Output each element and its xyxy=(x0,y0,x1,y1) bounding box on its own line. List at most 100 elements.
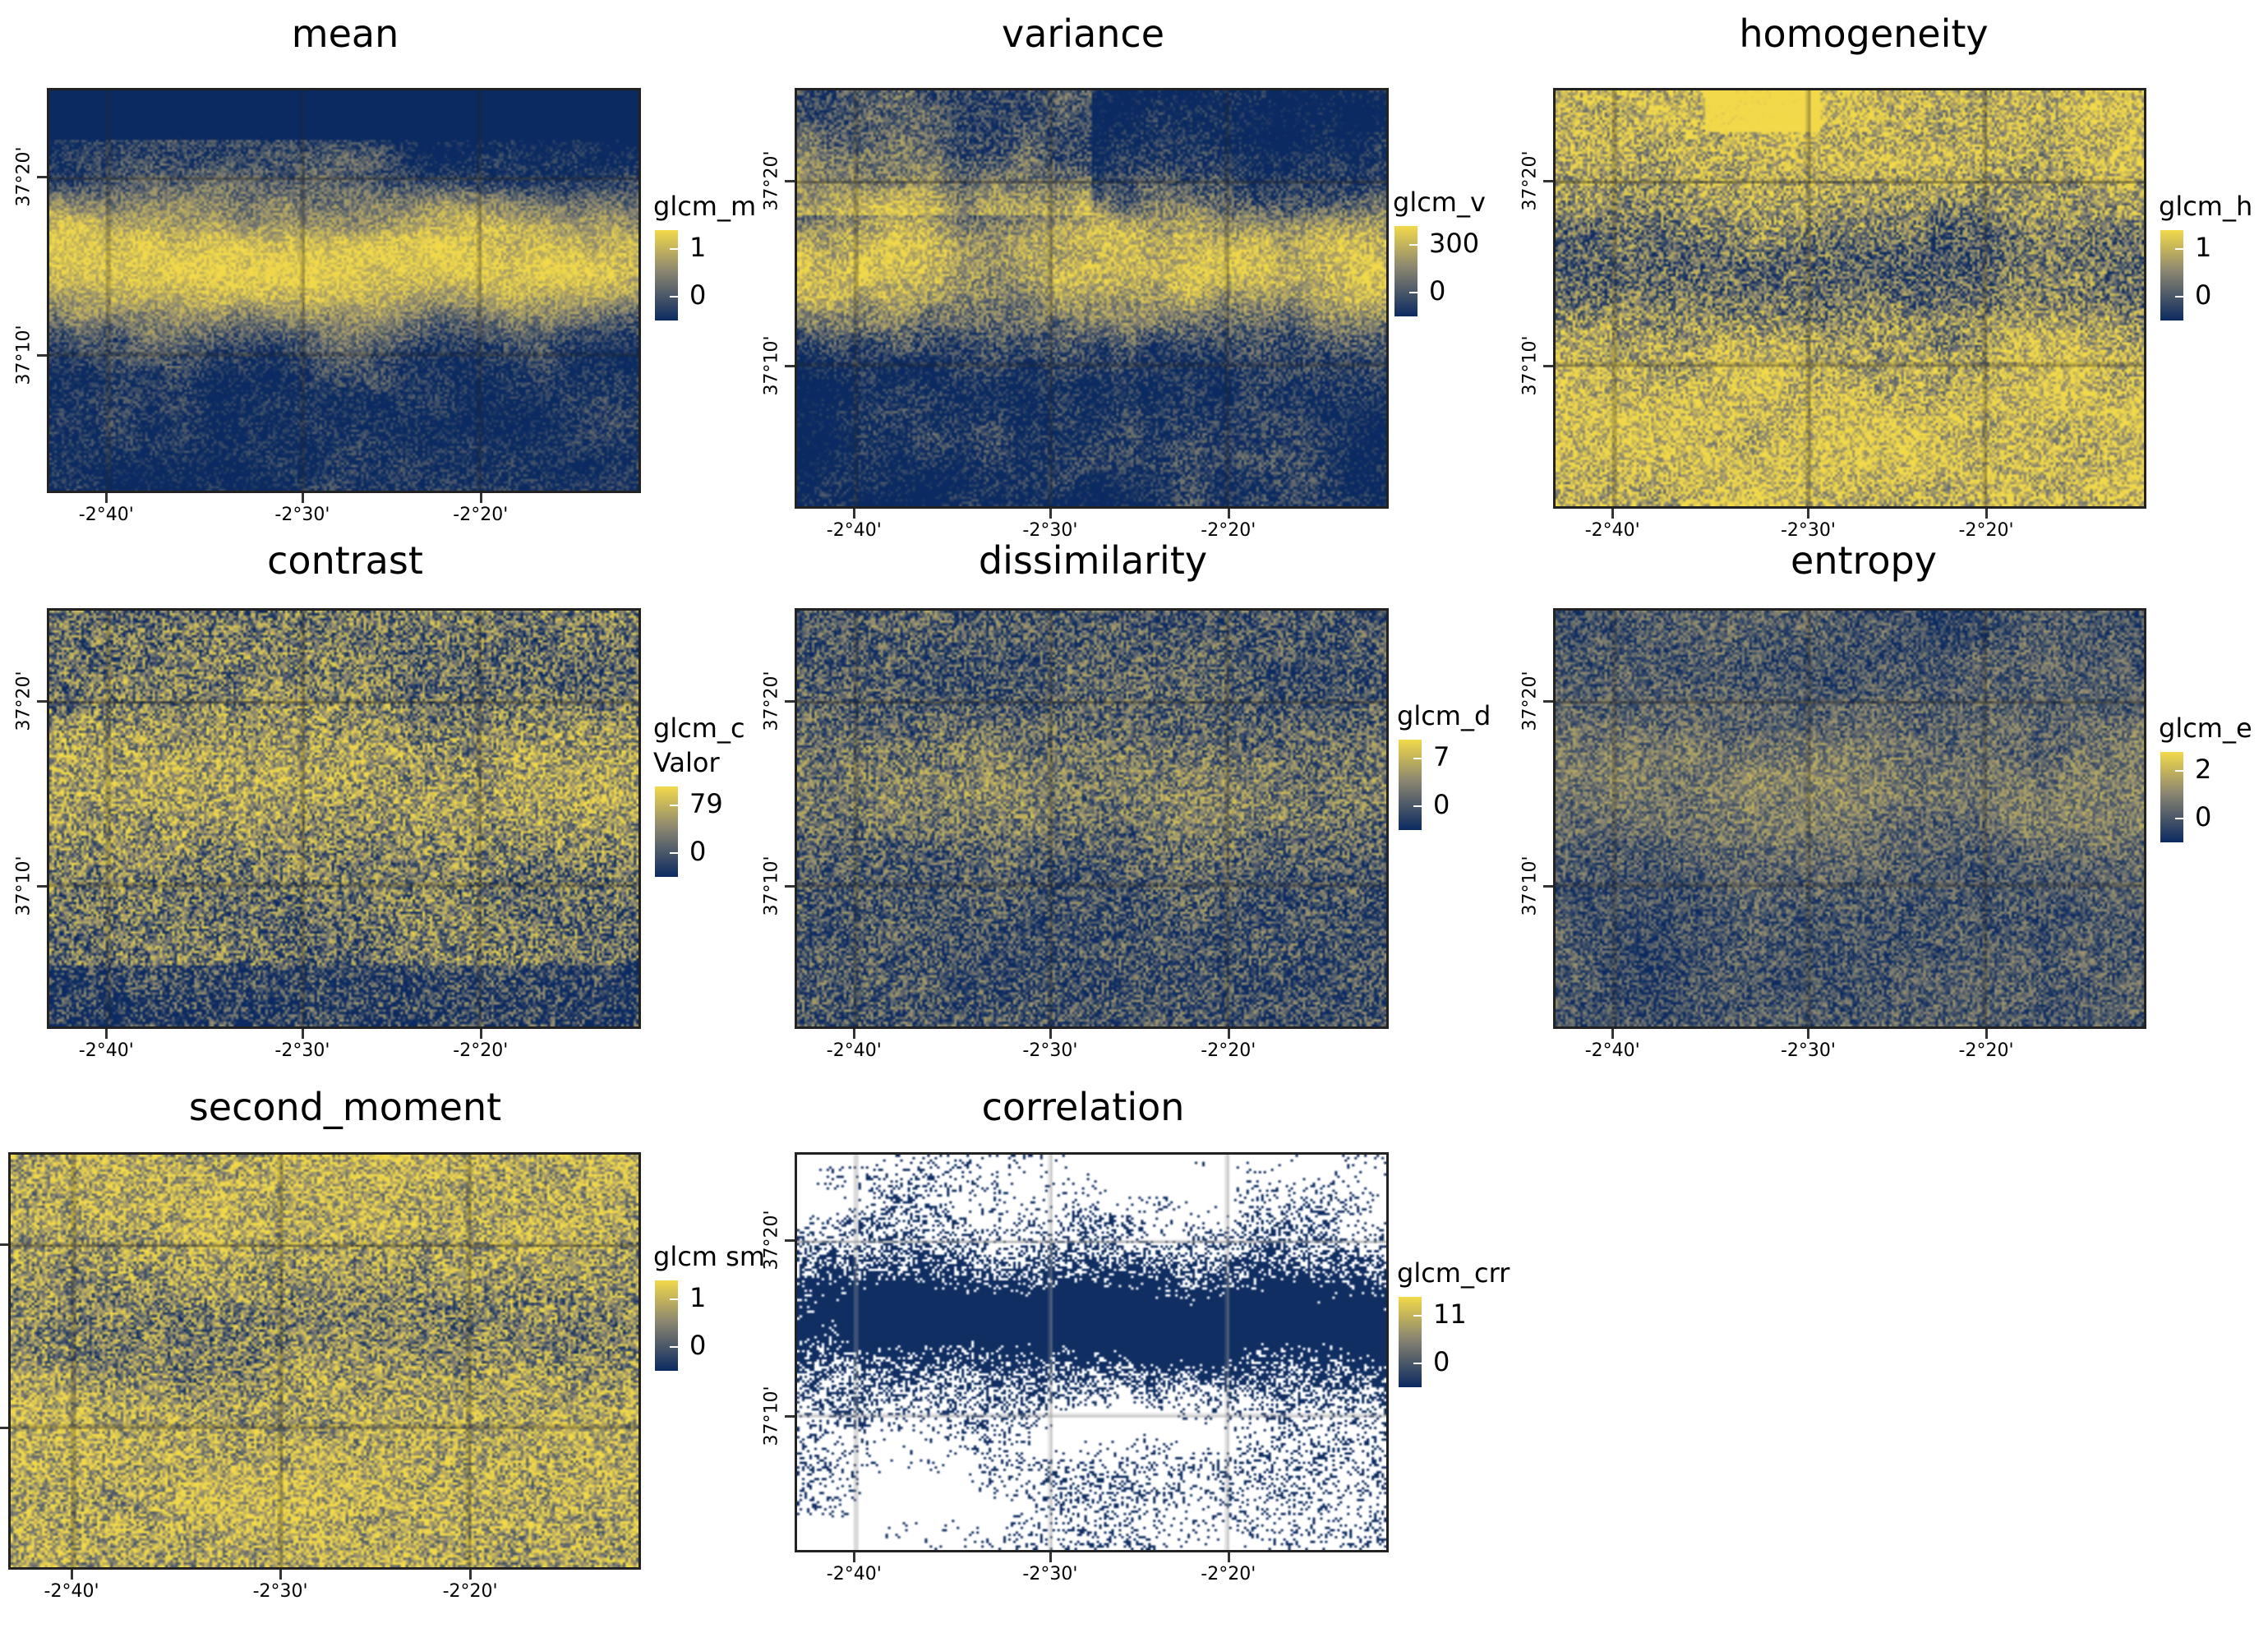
legend-colorbar xyxy=(2160,752,2183,842)
legend: glcm sm 1 0 xyxy=(653,1239,765,1371)
x-tick-mark xyxy=(301,1029,304,1039)
raster-canvas xyxy=(797,1155,1386,1550)
legend-tick xyxy=(670,1346,678,1348)
x-tick-mark xyxy=(1227,1029,1230,1039)
x-tick-label: -2°20' xyxy=(1201,520,1256,541)
x-tick-label: -2°20' xyxy=(442,1581,498,1602)
x-tick-mark xyxy=(479,1029,482,1039)
x-tick-mark xyxy=(853,1029,856,1039)
y-tick-label: 37°20' xyxy=(13,671,35,731)
x-tick-label: -2°20' xyxy=(1958,1040,2014,1061)
x-tick-label: -2°30' xyxy=(1780,520,1836,541)
legend-tick xyxy=(670,296,678,297)
raster-canvas xyxy=(797,90,1386,506)
legend-min-value: 0 xyxy=(1433,789,1450,820)
raster-map xyxy=(1553,608,2146,1029)
x-tick-label: -2°40' xyxy=(44,1581,99,1602)
x-tick-label: -2°20' xyxy=(453,1040,509,1061)
y-tick-label: 37°20' xyxy=(1519,671,1541,731)
y-tick-label: 37°20' xyxy=(761,150,782,211)
raster-canvas xyxy=(49,611,638,1026)
x-tick-mark xyxy=(1227,509,1230,519)
x-tick-mark xyxy=(1049,509,1052,519)
x-tick-mark xyxy=(1807,509,1810,519)
legend-title: glcm_h xyxy=(2159,191,2253,222)
raster-map xyxy=(47,88,641,493)
legend-tick xyxy=(670,1298,678,1300)
x-tick-mark xyxy=(279,1570,283,1580)
legend-title: glcm_v xyxy=(1393,187,1486,218)
y-tick-mark xyxy=(37,354,47,357)
x-tick-label: -2°40' xyxy=(1584,1040,1640,1061)
x-tick-mark xyxy=(853,1552,856,1562)
x-tick-mark xyxy=(105,493,108,503)
x-tick-mark xyxy=(1049,1029,1052,1039)
legend-tick xyxy=(670,852,678,854)
legend-min-value: 0 xyxy=(1429,275,1446,307)
x-tick-label: -2°30' xyxy=(1022,1564,1078,1584)
legend-tick xyxy=(1413,758,1422,759)
legend-min-value: 0 xyxy=(689,836,707,867)
x-tick-label: -2°30' xyxy=(274,505,330,525)
legend: glcm_h 1 0 xyxy=(2159,189,2253,321)
legend-min-value: 0 xyxy=(1433,1346,1450,1377)
legend-colorbar xyxy=(655,1280,678,1371)
legend-title: glcm_m xyxy=(653,191,757,222)
x-tick-label: -2°30' xyxy=(274,1040,330,1061)
legend-max-value: 7 xyxy=(1433,741,1450,773)
x-tick-label: -2°40' xyxy=(78,505,134,525)
y-tick-mark xyxy=(1543,179,1553,182)
y-tick-label: 37°10' xyxy=(13,325,35,385)
legend-colorbar xyxy=(1399,740,1422,830)
x-tick-mark xyxy=(1611,1029,1615,1039)
x-tick-mark xyxy=(105,1029,108,1039)
y-tick-label: 37°20' xyxy=(13,146,35,207)
legend-tick xyxy=(670,805,678,806)
raster-map xyxy=(795,88,1389,509)
legend-subtitle: Valor xyxy=(653,747,720,778)
legend-max-value: 1 xyxy=(689,232,707,263)
x-tick-mark xyxy=(71,1570,73,1580)
y-tick-label: 37°10' xyxy=(761,335,782,396)
x-tick-label: -2°40' xyxy=(826,1564,882,1584)
y-tick-mark xyxy=(0,1427,8,1430)
x-tick-label: -2°20' xyxy=(1958,520,2014,541)
x-tick-label: -2°30' xyxy=(252,1581,308,1602)
legend-tick xyxy=(2175,770,2183,772)
legend-max-value: 2 xyxy=(2195,754,2212,785)
x-tick-label: -2°30' xyxy=(1022,1040,1078,1061)
legend-title: glcm sm xyxy=(653,1241,765,1272)
x-tick-mark xyxy=(1227,1552,1230,1562)
legend: glcm_c Valor 79 0 xyxy=(653,711,745,877)
panel-title: correlation xyxy=(981,1085,1185,1129)
panel-title: second_moment xyxy=(188,1085,502,1129)
legend-min-value: 0 xyxy=(689,1330,707,1361)
y-tick-mark xyxy=(1543,699,1553,703)
raster-canvas xyxy=(49,90,638,491)
panel-title: mean xyxy=(291,12,399,56)
legend-tick xyxy=(670,248,678,250)
x-tick-label: -2°40' xyxy=(1584,520,1640,541)
x-tick-label: -2°40' xyxy=(826,520,882,541)
legend-tick xyxy=(2175,248,2183,250)
legend-max-value: 79 xyxy=(689,788,723,819)
legend-tick xyxy=(1409,244,1418,246)
x-tick-mark xyxy=(853,509,856,519)
legend-tick xyxy=(1413,1363,1422,1364)
x-tick-label: -2°30' xyxy=(1780,1040,1836,1061)
x-tick-label: -2°20' xyxy=(1201,1040,1256,1061)
x-tick-mark xyxy=(1985,1029,1989,1039)
x-tick-mark xyxy=(469,1570,472,1580)
y-tick-mark xyxy=(785,1415,795,1418)
raster-canvas xyxy=(797,611,1386,1026)
legend: glcm_d 7 0 xyxy=(1397,699,1491,830)
raster-map xyxy=(795,608,1389,1029)
legend-colorbar xyxy=(1394,226,1418,316)
x-tick-mark xyxy=(1807,1029,1810,1039)
legend-title: glcm_e xyxy=(2159,713,2252,744)
x-tick-label: -2°20' xyxy=(1201,1564,1256,1584)
y-tick-label: 37°10' xyxy=(761,1386,782,1446)
raster-map xyxy=(47,608,641,1029)
legend-title: glcm_crr xyxy=(1397,1257,1510,1289)
y-tick-label: 37°10' xyxy=(1519,335,1541,396)
